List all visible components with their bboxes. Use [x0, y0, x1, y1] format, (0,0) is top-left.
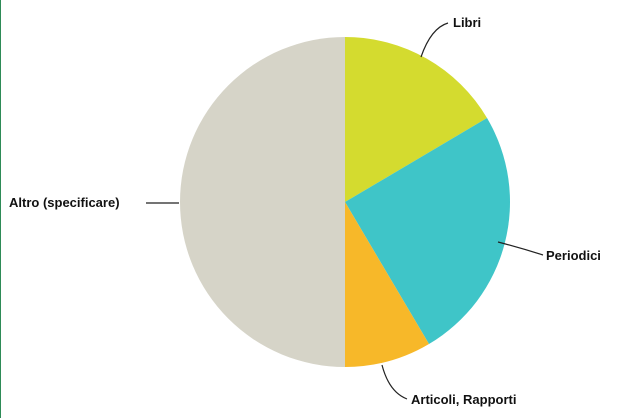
label-libri: Libri — [453, 15, 481, 30]
leader-periodici — [497, 241, 544, 256]
slice-labels: Libri Periodici Articoli, Rapporti Altro… — [9, 15, 601, 407]
slice-periodici — [345, 118, 510, 345]
slice-articoli-rapporti — [345, 202, 429, 367]
leader-libri — [420, 22, 449, 58]
leader-articoli-rapporti — [381, 364, 408, 400]
pie-slices — [180, 37, 510, 367]
label-articoli-rapporti: Articoli, Rapporti — [411, 392, 516, 407]
slice-altro-specificare — [180, 37, 345, 367]
label-periodici: Periodici — [546, 248, 601, 263]
slice-libri — [345, 37, 488, 202]
label-altro-specificare: Altro (specificare) — [9, 195, 120, 210]
leader-lines — [146, 22, 544, 400]
